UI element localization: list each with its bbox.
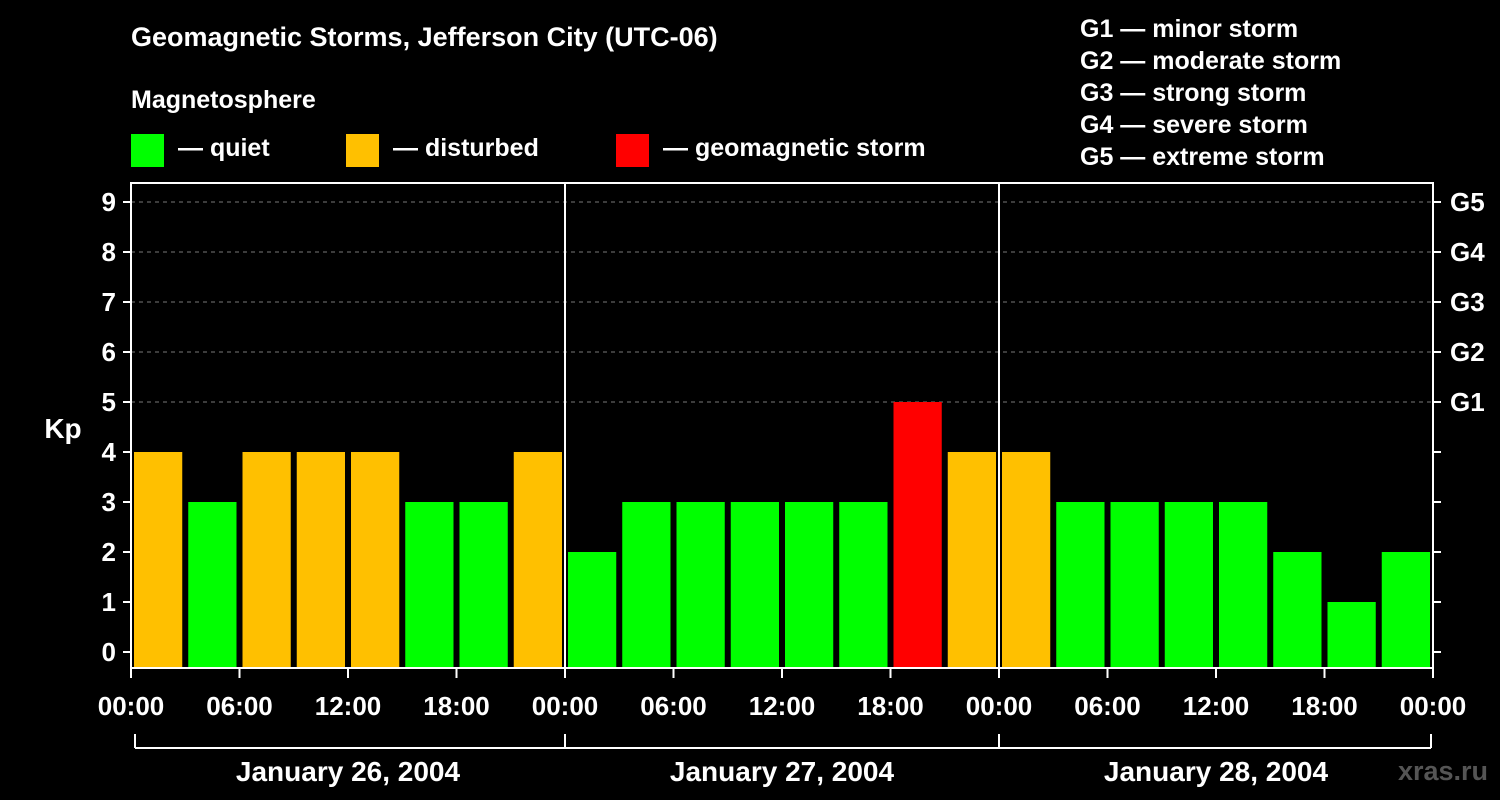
y-axis-title: Kp: [44, 413, 81, 444]
legend-swatch-disturbed: [346, 134, 379, 167]
kp-bar: [1002, 452, 1051, 668]
kp-bar: [1327, 602, 1376, 668]
x-tick-label: 00:00: [98, 691, 165, 721]
storm-level-axis-label: G3: [1450, 287, 1485, 317]
kp-bar: [1110, 502, 1159, 668]
y-tick-label: 3: [102, 487, 116, 517]
day-label: January 27, 2004: [670, 756, 895, 787]
kp-bar: [459, 502, 508, 668]
y-tick-label: 5: [102, 387, 116, 417]
day-label: January 26, 2004: [236, 756, 461, 787]
x-tick-label: 06:00: [1074, 691, 1141, 721]
kp-bar: [947, 452, 996, 668]
kp-bar: [1381, 552, 1430, 668]
x-tick-label: 06:00: [640, 691, 707, 721]
legend-swatch-quiet: [131, 134, 164, 167]
day-label: January 28, 2004: [1104, 756, 1329, 787]
kp-bar: [568, 552, 617, 668]
x-tick-label: 12:00: [1183, 691, 1250, 721]
y-tick-label: 6: [102, 337, 116, 367]
x-tick-label: 18:00: [1291, 691, 1358, 721]
x-tick-label: 12:00: [315, 691, 382, 721]
y-tick-label: 2: [102, 537, 116, 567]
kp-bar: [351, 452, 400, 668]
legend-label-disturbed: — disturbed: [393, 134, 539, 162]
legend-label-storm: — geomagnetic storm: [663, 134, 926, 162]
kp-bar: [1056, 502, 1105, 668]
y-tick-label: 7: [102, 287, 116, 317]
storm-level-g4: G4 — severe storm: [1080, 111, 1308, 139]
storm-level-axis-label: G1: [1450, 387, 1485, 417]
y-tick-label: 0: [102, 637, 116, 667]
y-tick-label: 8: [102, 237, 116, 267]
storm-level-g1: G1 — minor storm: [1080, 15, 1299, 43]
x-tick-label: 18:00: [423, 691, 490, 721]
x-tick-label: 18:00: [857, 691, 924, 721]
kp-bar: [1219, 502, 1268, 668]
kp-bar: [513, 452, 562, 668]
kp-bar: [405, 502, 454, 668]
chart-title: Geomagnetic Storms, Jefferson City (UTC-…: [131, 22, 718, 52]
kp-bar: [296, 452, 345, 668]
x-tick-label: 00:00: [1400, 691, 1467, 721]
kp-bar: [730, 502, 779, 668]
storm-level-g3: G3 — strong storm: [1080, 79, 1307, 107]
legend-swatch-storm: [616, 134, 649, 167]
legend-heading: Magnetosphere: [131, 86, 316, 114]
kp-bar: [839, 502, 888, 668]
x-tick-label: 12:00: [749, 691, 816, 721]
kp-bar: [188, 502, 237, 668]
kp-bar: [134, 452, 183, 668]
x-tick-label: 00:00: [532, 691, 599, 721]
kp-bar: [893, 402, 942, 668]
kp-bar: [785, 502, 834, 668]
x-tick-label: 00:00: [966, 691, 1033, 721]
kp-bar: [1164, 502, 1213, 668]
storm-level-axis-label: G2: [1450, 337, 1485, 367]
y-tick-label: 4: [102, 437, 117, 467]
x-tick-label: 06:00: [206, 691, 273, 721]
storm-level-g5: G5 — extreme storm: [1080, 143, 1325, 171]
kp-bar: [242, 452, 291, 668]
legend-label-quiet: — quiet: [178, 134, 270, 162]
kp-bar: [1273, 552, 1322, 668]
storm-level-g2: G2 — moderate storm: [1080, 47, 1342, 75]
kp-bar: [676, 502, 725, 668]
storm-level-axis-label: G5: [1450, 187, 1485, 217]
kp-bar: [622, 502, 671, 668]
y-tick-label: 9: [102, 187, 116, 217]
storm-level-axis-label: G4: [1450, 237, 1485, 267]
watermark: xras.ru: [1397, 756, 1488, 786]
y-tick-label: 1: [102, 587, 116, 617]
